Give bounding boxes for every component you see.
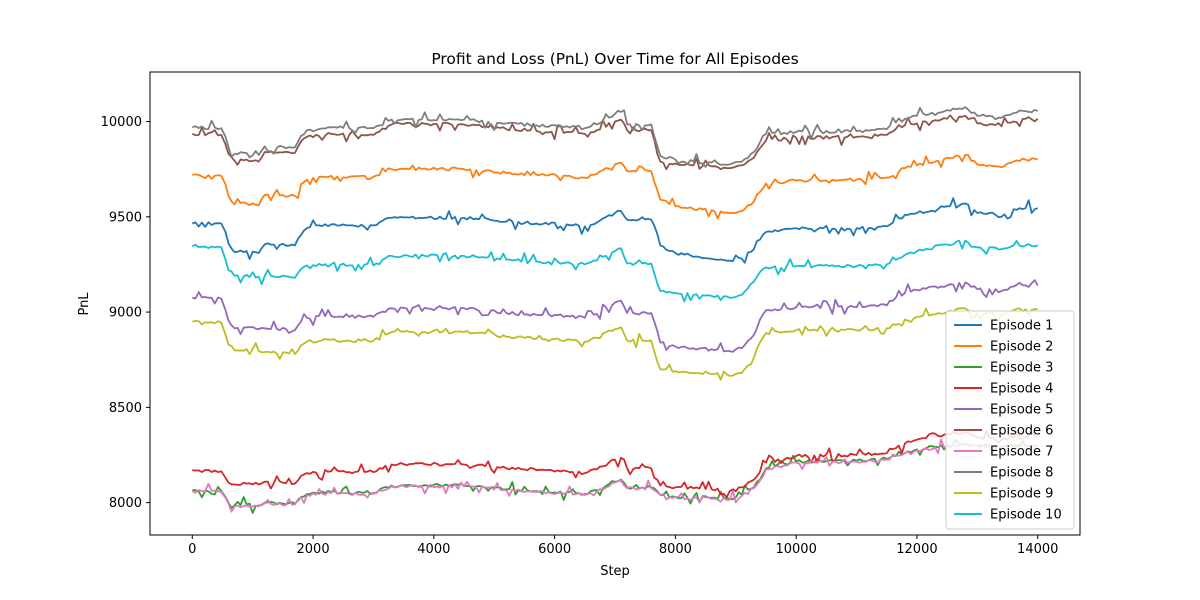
chart-title: Profit and Loss (PnL) Over Time for All … (431, 50, 798, 68)
legend-label: Episode 2 (990, 340, 1053, 355)
legend-label: Episode 4 (990, 382, 1053, 397)
series-line-episode-4 (192, 430, 1038, 499)
plot-area (191, 106, 1039, 514)
series-line-episode-2 (192, 154, 1038, 220)
series-line-episode-8 (192, 106, 1039, 168)
x-tick-label: 14000 (1017, 542, 1058, 557)
x-axis-label: Step (600, 564, 630, 579)
y-tick-label: 8500 (109, 401, 142, 416)
legend-label: Episode 6 (990, 424, 1053, 439)
x-tick-label: 6000 (538, 542, 571, 557)
x-tick-label: 4000 (417, 542, 450, 557)
plot-frame (149, 71, 1081, 536)
x-tick-label: 12000 (896, 542, 937, 557)
legend-label: Episode 1 (990, 319, 1053, 334)
x-axis: 0 2000 4000 6000 8000 10000 12000 14000 (188, 535, 1058, 557)
x-tick-label: 10000 (775, 542, 816, 557)
series-line-episode-6 (191, 114, 1039, 171)
y-tick-label: 8000 (109, 496, 142, 511)
series-line-episode-7 (191, 438, 1038, 513)
legend-label: Episode 10 (990, 508, 1062, 523)
legend-label: Episode 8 (990, 466, 1053, 481)
x-tick-label: 0 (188, 542, 196, 557)
y-tick-label: 9500 (109, 210, 142, 225)
series-line-episode-10 (191, 239, 1038, 303)
legend-label: Episode 7 (990, 445, 1053, 460)
legend-label: Episode 5 (990, 403, 1053, 418)
legend-box (945, 310, 1075, 530)
legend-label: Episode 9 (990, 487, 1053, 502)
y-tick-label: 10000 (101, 115, 142, 130)
legend: Episode 1 Episode 2 Episode 3 Episode 4 Epis… (945, 310, 1075, 530)
series-line-episode-1 (192, 197, 1038, 264)
y-tick-label: 9000 (109, 306, 142, 321)
x-tick-label: 8000 (659, 542, 692, 557)
y-axis: 8000 8500 9000 9500 10000 (101, 115, 150, 511)
y-axis-label: PnL (77, 292, 92, 316)
series-line-episode-9 (192, 307, 1038, 381)
x-tick-label: 2000 (297, 542, 330, 557)
series-line-episode-5 (192, 279, 1039, 353)
legend-label: Episode 3 (990, 361, 1053, 376)
